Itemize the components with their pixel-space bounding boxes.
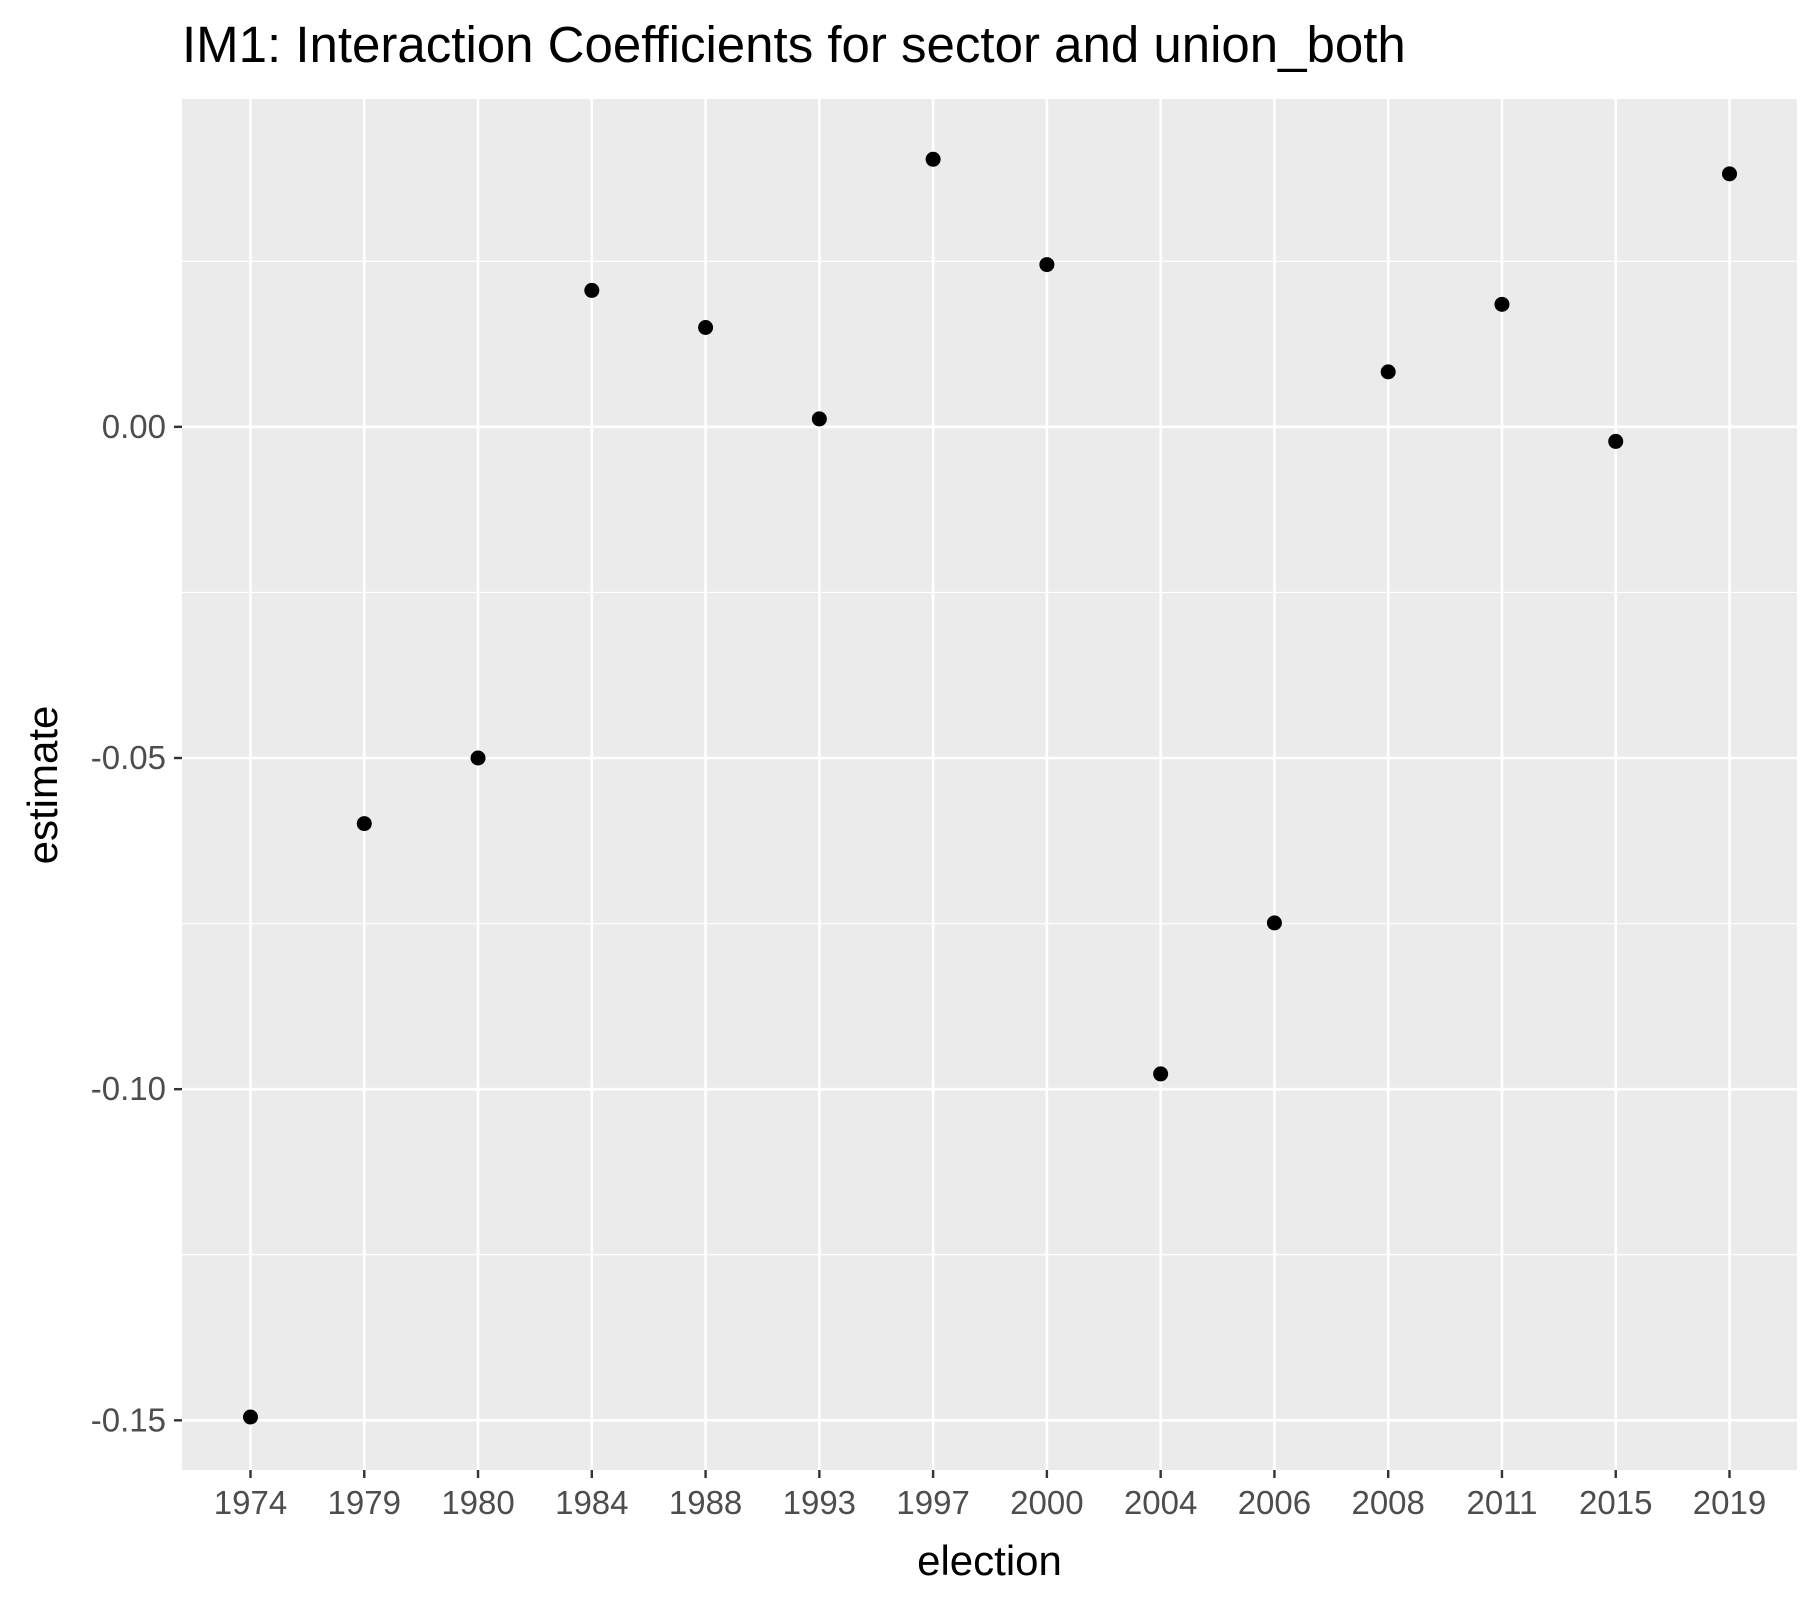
data-point [243,1409,258,1425]
x-tick-label: 1984 [555,1484,628,1521]
data-point [1266,915,1282,931]
x-tick-label: 2011 [1466,1484,1537,1521]
y-axis-title: estimate [19,706,66,865]
data-point [811,411,827,427]
data-point [1380,364,1396,380]
x-tick-label: 2019 [1693,1484,1766,1521]
x-tick-label: 2000 [1010,1484,1083,1521]
data-point [1153,1066,1169,1082]
data-point [470,750,486,766]
data-point [1722,166,1737,182]
y-tick-label: 0.00 [102,408,166,445]
x-axis: 1974 1979 1980 1984 1988 1993 1997 2000 2004 2006… [214,1470,1766,1521]
y-tick-label: -0.10 [91,1070,166,1107]
x-tick-label: 1993 [783,1484,856,1521]
x-tick-label: 1979 [328,1484,401,1521]
x-tick-label: 1980 [441,1484,514,1521]
data-point [584,282,600,298]
x-tick-label: 1974 [214,1484,287,1521]
plot-panel [182,99,1797,1470]
x-tick-label: 2004 [1124,1484,1197,1521]
x-tick-label: 2008 [1351,1484,1424,1521]
data-point [1608,433,1624,449]
data-point [356,816,372,832]
data-points [243,151,1737,1425]
x-tick-label: 1997 [896,1484,969,1521]
x-axis-title: election [917,1537,1062,1584]
data-point [698,320,714,335]
y-axis: 0.00 -0.05 -0.10 -0.15 [91,408,182,1438]
x-tick-label: 2015 [1579,1484,1652,1521]
x-tick-label: 2006 [1238,1484,1311,1521]
chart-title: IM1: Interaction Coefficients for sector… [182,16,1406,73]
data-point [1039,257,1055,273]
data-point [925,151,941,167]
grid-lines [182,99,1797,1470]
x-tick-label: 1988 [669,1484,742,1521]
y-tick-label: -0.15 [91,1401,166,1438]
data-point [1494,296,1510,312]
y-tick-label: -0.05 [91,739,166,776]
